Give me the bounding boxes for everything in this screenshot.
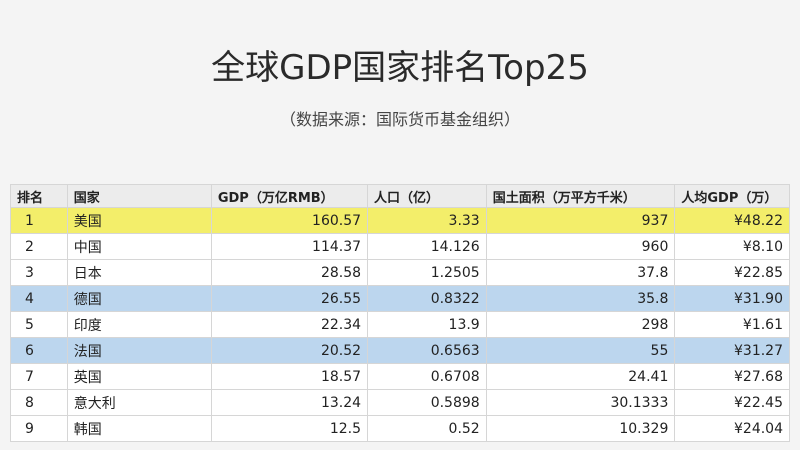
table-cell: 160.57 [210, 207, 369, 234]
table-cell: 2 [10, 233, 68, 260]
table-cell: 7 [10, 363, 68, 390]
table-cell: 298 [485, 311, 676, 338]
title: 全球GDP国家排名Top25 [211, 48, 589, 88]
table-cell: 4 [10, 285, 68, 312]
table-cell: ¥24.04 [674, 415, 790, 442]
table-cell: 55 [485, 337, 676, 364]
column-header: 国家 [66, 184, 212, 208]
table-cell: ¥31.27 [674, 337, 790, 364]
table-cell: ¥27.68 [674, 363, 790, 390]
table-cell: ¥31.90 [674, 285, 790, 312]
table-cell: 12.5 [210, 415, 369, 442]
table-cell: 30.1333 [485, 389, 676, 416]
table-cell: 18.57 [210, 363, 369, 390]
table-cell: 5 [10, 311, 68, 338]
ranking-table: 排名 国家 GDP（万亿RMB） 人口（亿） 国土面积（万平方千米） 人均GDP（万） 1… [10, 184, 790, 442]
table-cell: 6 [10, 337, 68, 364]
table-row: 2 中国 114.37 14.126 960 ¥8.10 [10, 233, 790, 260]
table-cell: 法国 [66, 337, 212, 364]
table-cell: 日本 [66, 259, 212, 286]
table-cell: ¥8.10 [674, 233, 790, 260]
table-cell: 13.9 [367, 311, 487, 338]
column-header: 人口（亿） [367, 184, 487, 208]
table-cell: 3.33 [367, 207, 487, 234]
table-row: 8 意大利 13.24 0.5898 30.1333 ¥22.45 [10, 389, 790, 416]
column-header: 人均GDP（万） [674, 184, 790, 208]
table-cell: 35.8 [485, 285, 676, 312]
table-cell: 22.34 [210, 311, 369, 338]
table-cell: 0.6708 [367, 363, 487, 390]
table-cell: 0.52 [367, 415, 487, 442]
table-row: 5 印度 22.34 13.9 298 ¥1.61 [10, 311, 790, 338]
table-cell: ¥22.45 [674, 389, 790, 416]
table-row: 1 美国 160.57 3.33 937 ¥48.22 [10, 207, 790, 234]
table-cell: 13.24 [210, 389, 369, 416]
table-cell: 韩国 [66, 415, 212, 442]
table-cell: 0.5898 [367, 389, 487, 416]
column-header: GDP（万亿RMB） [210, 184, 369, 208]
table-cell: 14.126 [367, 233, 487, 260]
table-cell: 1 [10, 207, 68, 234]
header-row: 排名 国家 GDP（万亿RMB） 人口（亿） 国土面积（万平方千米） 人均GDP（万） [10, 184, 790, 208]
table-cell: 德国 [66, 285, 212, 312]
table-cell: 24.41 [485, 363, 676, 390]
subtitle: （数据来源：国际货币基金组织） [279, 110, 520, 129]
table-cell: ¥22.85 [674, 259, 790, 286]
column-header: 排名 [10, 184, 68, 208]
table-cell: 37.8 [485, 259, 676, 286]
table-cell: 意大利 [66, 389, 212, 416]
table-body: 1 美国 160.57 3.33 937 ¥48.22 2 中国 114.37 14.126 960… [10, 207, 790, 442]
table-cell: 0.6563 [367, 337, 487, 364]
table-cell: 26.55 [210, 285, 369, 312]
table-row: 9 韩国 12.5 0.52 10.329 ¥24.04 [10, 415, 790, 442]
table-cell: 8 [10, 389, 68, 416]
table-cell: 印度 [66, 311, 212, 338]
table-cell: 0.8322 [367, 285, 487, 312]
table-row: 3 日本 28.58 1.2505 37.8 ¥22.85 [10, 259, 790, 286]
table-row: 6 法国 20.52 0.6563 55 ¥31.27 [10, 337, 790, 364]
table-row: 4 德国 26.55 0.8322 35.8 ¥31.90 [10, 285, 790, 312]
table-cell: 美国 [66, 207, 212, 234]
table-cell: 937 [485, 207, 676, 234]
table-cell: 中国 [66, 233, 212, 260]
table-cell: 1.2505 [367, 259, 487, 286]
table-cell: ¥1.61 [674, 311, 790, 338]
table-cell: 9 [10, 415, 68, 442]
table-cell: 20.52 [210, 337, 369, 364]
column-header: 国土面积（万平方千米） [485, 184, 676, 208]
table-cell: 114.37 [210, 233, 369, 260]
table-cell: 28.58 [210, 259, 369, 286]
table-cell: 英国 [66, 363, 212, 390]
table-cell: ¥48.22 [674, 207, 790, 234]
table-cell: 960 [485, 233, 676, 260]
table-cell: 3 [10, 259, 68, 286]
table-row: 7 英国 18.57 0.6708 24.41 ¥27.68 [10, 363, 790, 390]
table-cell: 10.329 [485, 415, 676, 442]
